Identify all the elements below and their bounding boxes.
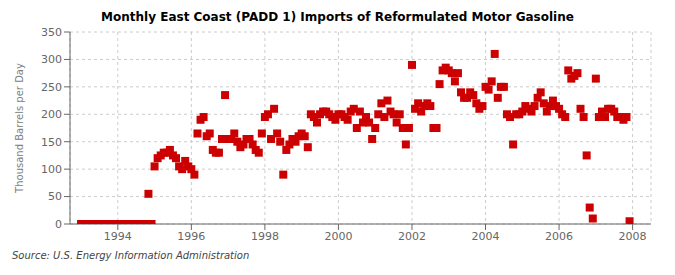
html-text:Source: U.S. Energy Informatio: Source: U.S. Energy Information Administ… [12,250,250,261]
svg-text:150: 150 [41,136,62,149]
svg-text:250: 250 [41,81,62,94]
svg-text:100: 100 [41,163,62,176]
svg-text:1996: 1996 [177,230,205,243]
svg-text:300: 300 [41,53,62,66]
svg-text:1994: 1994 [104,230,132,243]
svg-text:350: 350 [41,26,62,39]
svg-text:200: 200 [41,108,62,121]
svg-text:0: 0 [55,218,62,231]
svg-text:2002: 2002 [398,230,426,243]
svg-text:2008: 2008 [619,230,647,243]
html-text:Monthly East Coast (PADD 1) Im: Monthly East Coast (PADD 1) Imports of R… [101,10,574,24]
svg-text:1998: 1998 [251,230,279,243]
svg-text:2000: 2000 [324,230,352,243]
svg-text:50: 50 [48,190,62,203]
svg-text:Thousand Barrels per Day: Thousand Barrels per Day [14,63,25,194]
svg-text:2006: 2006 [545,230,573,243]
svg-text:2004: 2004 [472,230,500,243]
